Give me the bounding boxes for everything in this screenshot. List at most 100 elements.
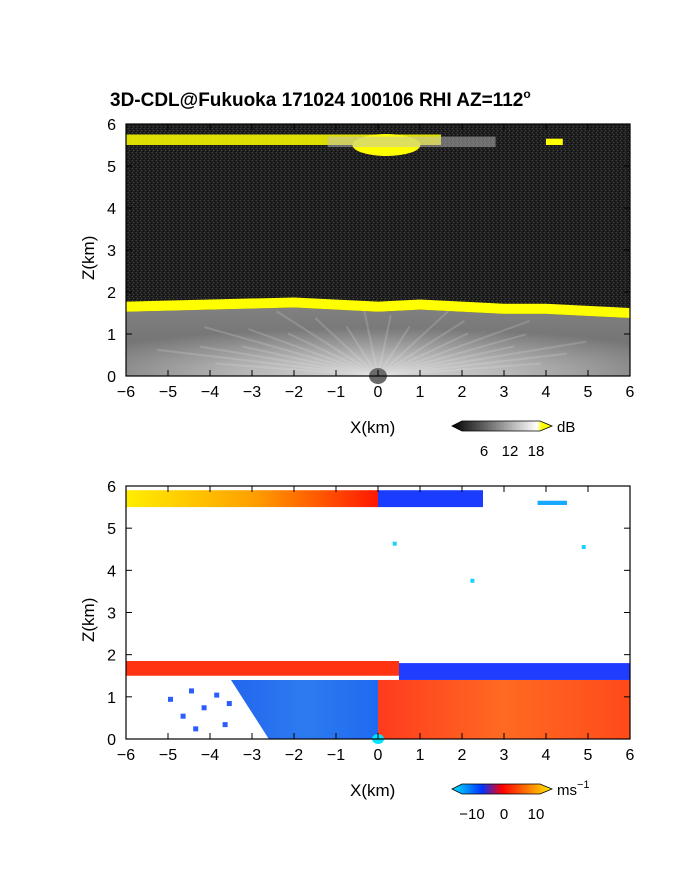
aerosol-streak bbox=[377, 345, 515, 377]
velocity-y-tick-label: 4 bbox=[107, 563, 116, 580]
velocity-pixel bbox=[226, 701, 232, 707]
backscatter-image bbox=[126, 124, 630, 384]
backscatter-colorbar-tick: 6 bbox=[480, 443, 488, 460]
aerosol-streak bbox=[287, 332, 379, 377]
aerosol-streak bbox=[377, 320, 531, 377]
velocity-x-tick-label: 2 bbox=[458, 747, 467, 764]
velocity-y-label: Z(km) bbox=[79, 598, 98, 642]
velocity-y-tick-label: 5 bbox=[107, 521, 116, 538]
velocity-pixel bbox=[581, 545, 586, 550]
aerosol-streak bbox=[215, 362, 379, 377]
backscatter-colorbar-bar bbox=[451, 420, 554, 432]
aerosol-streak bbox=[377, 362, 541, 377]
velocity-x-tick-label: −5 bbox=[159, 747, 177, 764]
backscatter-x-tick-label: −1 bbox=[327, 384, 345, 401]
backscatter-y-tick-label: 1 bbox=[107, 327, 116, 344]
aerosol-streak bbox=[276, 310, 379, 377]
velocity-colorbar-tick: 0 bbox=[500, 806, 508, 823]
pbl-top-positive bbox=[126, 660, 399, 676]
backscatter-x-tick-label: 0 bbox=[374, 384, 383, 401]
velocity-pixel bbox=[201, 705, 207, 711]
velocity-colorbar-tick: −10 bbox=[459, 806, 484, 823]
backscatter-x-tick-label: 4 bbox=[542, 384, 551, 401]
backscatter-x-tick-label: 2 bbox=[458, 384, 467, 401]
cloud-patch bbox=[546, 138, 563, 145]
backscatter-colorbar-unit: dB bbox=[557, 419, 575, 436]
velocity-image bbox=[126, 490, 630, 744]
aerosol-streak bbox=[204, 326, 379, 377]
cloud-gray-fringe bbox=[327, 136, 496, 148]
aerosol-streak bbox=[377, 340, 587, 377]
backscatter-colorbar-tick: 12 bbox=[502, 443, 519, 460]
boundary-layer-top bbox=[126, 297, 630, 319]
aerosol-streak bbox=[345, 325, 379, 377]
aerosol-streak bbox=[199, 345, 379, 377]
boundary-layer-positive bbox=[378, 679, 630, 739]
velocity-x-tick-label: 5 bbox=[584, 747, 593, 764]
backscatter-axes: −6 −5 −4 −3 −2 −1 0 1 2 3 4 5 6 0 1 2 3 4 5 6 bbox=[107, 117, 634, 401]
velocity-pixel bbox=[392, 541, 397, 546]
backscatter-x-tick-label: 6 bbox=[626, 384, 635, 401]
velocity-y-tick-label: 2 bbox=[107, 648, 116, 665]
backscatter-y-tick-label: 3 bbox=[107, 243, 116, 260]
backscatter-colorbar-tick: 18 bbox=[528, 443, 545, 460]
aerosol-streak bbox=[377, 332, 469, 377]
aerosol-streak bbox=[377, 320, 465, 377]
velocity-x-tick-label: 3 bbox=[500, 747, 509, 764]
velocity-x-label: X(km) bbox=[350, 781, 395, 800]
backscatter-y-tick-label: 6 bbox=[107, 117, 116, 134]
velocity-x-tick-label: −1 bbox=[327, 747, 345, 764]
velocity-colorbar: ms−1 −10 0 10 bbox=[451, 779, 590, 823]
backscatter-y-tick-label: 0 bbox=[107, 369, 116, 386]
velocity-colorbar-unit: ms−1 bbox=[557, 779, 590, 799]
velocity-x-tick-label: −6 bbox=[117, 747, 135, 764]
velocity-x-tick-label: −2 bbox=[285, 747, 303, 764]
velocity-axes: −6 −5 −4 −3 −2 −1 0 1 2 3 4 5 6 0 1 2 3 4 5 6 bbox=[107, 479, 634, 764]
backscatter-y-tick-label: 5 bbox=[107, 159, 116, 176]
figure-title: 3D-CDL@Fukuoka 171024 100106 RHI AZ=112o bbox=[110, 87, 531, 111]
velocity-x-tick-label: 1 bbox=[416, 747, 425, 764]
velocity-y-tick-label: 0 bbox=[107, 732, 116, 749]
aerosol-streak bbox=[248, 328, 379, 377]
velocity-x-tick-label: 0 bbox=[374, 747, 383, 764]
backscatter-x-tick-label: 1 bbox=[416, 384, 425, 401]
velocity-pixel bbox=[189, 688, 194, 694]
velocity-x-tick-label: 4 bbox=[542, 747, 551, 764]
velocity-pixel bbox=[222, 722, 228, 728]
velocity-y-tick-label: 6 bbox=[107, 479, 116, 496]
backscatter-x-tick-label: −2 bbox=[285, 384, 303, 401]
aerosol-streak bbox=[362, 304, 379, 377]
velocity-x-tick-label: 6 bbox=[626, 747, 635, 764]
backscatter-colorbar: dB 6 12 18 bbox=[451, 419, 575, 460]
aerosol-streak bbox=[377, 333, 527, 377]
backscatter-x-tick-label: 3 bbox=[500, 384, 509, 401]
aerosol-streak bbox=[377, 325, 411, 377]
velocity-colorbar-bar bbox=[451, 783, 554, 795]
velocity-y-tick-label: 3 bbox=[107, 606, 116, 623]
backscatter-y-tick-label: 4 bbox=[107, 201, 116, 218]
upper-small-patch bbox=[537, 500, 567, 505]
backscatter-x-tick-label: −5 bbox=[159, 384, 177, 401]
aerosol-highlight bbox=[126, 307, 630, 376]
backscatter-y-label: Z(km) bbox=[79, 236, 98, 280]
aerosol-streak bbox=[377, 352, 567, 377]
backscatter-y-tick-label: 2 bbox=[107, 285, 116, 302]
velocity-colorbar-tick: 10 bbox=[528, 806, 545, 823]
velocity-pixel bbox=[168, 696, 173, 702]
aerosol-streak bbox=[377, 307, 453, 377]
aerosol-streak bbox=[156, 348, 379, 377]
upper-cloud-negative bbox=[378, 490, 483, 508]
backscatter-x-tick-label: 5 bbox=[584, 384, 593, 401]
upper-cloud-positive bbox=[126, 490, 378, 508]
velocity-pixel bbox=[193, 726, 199, 732]
velocity-pixel bbox=[180, 713, 186, 719]
velocity-pixel bbox=[470, 578, 475, 583]
velocity-y-tick-label: 1 bbox=[107, 690, 116, 707]
backscatter-x-tick-label: −6 bbox=[117, 384, 135, 401]
velocity-x-tick-label: −3 bbox=[243, 747, 261, 764]
velocity-pixel bbox=[214, 692, 220, 698]
backscatter-x-label: X(km) bbox=[350, 418, 395, 437]
